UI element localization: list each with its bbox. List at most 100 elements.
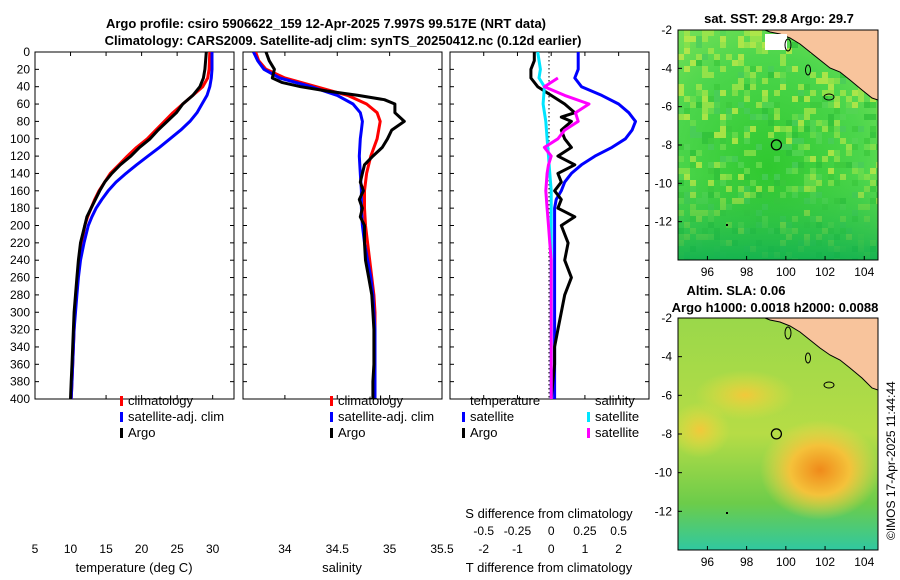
sst-pixel bbox=[762, 102, 768, 108]
legend-swatch-argo bbox=[120, 428, 123, 438]
sst-pixel bbox=[720, 120, 726, 126]
sst-pixel bbox=[702, 90, 708, 96]
map-lat-label: -2 bbox=[661, 23, 672, 37]
sst-pixel bbox=[798, 150, 804, 156]
sst-pixel bbox=[816, 78, 822, 84]
sst-pixel bbox=[714, 108, 720, 114]
sst-pixel bbox=[690, 150, 696, 156]
sst-pixel bbox=[810, 126, 816, 132]
sst-pixel bbox=[744, 42, 750, 48]
sst-pixel bbox=[756, 162, 762, 168]
sst-pixel bbox=[840, 114, 846, 120]
sst-pixel bbox=[690, 162, 696, 168]
figure-title-line2: Climatology: CARS2009. Satellite-adj cli… bbox=[105, 33, 582, 48]
sst-pixel bbox=[684, 48, 690, 54]
depth-tick-label: 20 bbox=[17, 62, 31, 76]
sst-argo-float-marker bbox=[770, 139, 783, 151]
depth-tick-label: 220 bbox=[10, 236, 30, 250]
x-tick-label: 0 bbox=[548, 524, 555, 538]
sst-pixel bbox=[744, 126, 750, 132]
sst-pixel bbox=[810, 102, 816, 108]
sst-pixel bbox=[702, 132, 708, 138]
sst-pixel bbox=[738, 54, 744, 60]
sst-pixel bbox=[702, 36, 708, 42]
legend-swatch-climatology bbox=[120, 396, 123, 406]
sst-pixel bbox=[756, 66, 762, 72]
series-line-s-argo-diff bbox=[542, 76, 591, 399]
sst-pixel bbox=[780, 72, 786, 78]
sst-pixel bbox=[828, 126, 834, 132]
sst-pixel bbox=[840, 126, 846, 132]
x-tick-label: 35 bbox=[383, 542, 397, 556]
x-tick-label: 30 bbox=[206, 542, 220, 556]
sst-pixel bbox=[822, 126, 828, 132]
sst-pixel bbox=[762, 78, 768, 84]
sla-anomaly-west bbox=[678, 402, 730, 458]
x-tick-label: 20 bbox=[135, 542, 149, 556]
sst-pixel bbox=[762, 96, 768, 102]
sst-pixel bbox=[804, 126, 810, 132]
sst-pixel bbox=[756, 144, 762, 150]
sst-pixel bbox=[792, 96, 798, 102]
sst-pixel bbox=[732, 90, 738, 96]
sst-pixel bbox=[792, 162, 798, 168]
depth-tick-label: 160 bbox=[10, 184, 30, 198]
sst-pixel bbox=[876, 162, 878, 168]
sst-pixel bbox=[798, 144, 804, 150]
sst-pixel bbox=[720, 42, 726, 48]
sst-pixel bbox=[720, 30, 726, 36]
sst-pixel bbox=[834, 96, 840, 102]
sst-pixel bbox=[852, 108, 858, 114]
sst-pixel bbox=[738, 84, 744, 90]
sst-pixel bbox=[678, 168, 684, 174]
sst-pixel bbox=[822, 78, 828, 84]
sst-pixel bbox=[870, 102, 876, 108]
sst-missing-data bbox=[765, 34, 787, 50]
x-tick-label: -1 bbox=[512, 542, 523, 556]
sst-land-sumatra bbox=[765, 30, 878, 100]
map-lat-label: -10 bbox=[655, 466, 673, 480]
sst-pixel bbox=[816, 132, 822, 138]
sst-pixel bbox=[702, 54, 708, 60]
sst-pixel bbox=[786, 138, 792, 144]
legend-title-temperature: temperature bbox=[470, 393, 540, 408]
x-tick-label: 1 bbox=[582, 542, 589, 556]
x-tick-label: -0.25 bbox=[504, 524, 532, 538]
sst-pixel bbox=[774, 156, 780, 162]
sst-pixel bbox=[792, 42, 798, 48]
sst-pixel bbox=[780, 144, 786, 150]
sst-pixel bbox=[786, 132, 792, 138]
sst-pixel bbox=[780, 54, 786, 60]
sst-pixel bbox=[696, 36, 702, 42]
sst-pixel bbox=[714, 54, 720, 60]
sst-pixel bbox=[678, 84, 684, 90]
difference-series bbox=[529, 52, 637, 399]
legend-label-s-argo: satellite bbox=[595, 425, 639, 440]
sla-anomaly-east bbox=[760, 420, 878, 520]
depth-tick-label: 40 bbox=[17, 80, 31, 94]
sst-pixel bbox=[750, 30, 756, 36]
legend-swatch-argo bbox=[330, 428, 333, 438]
sst-pixel bbox=[714, 132, 720, 138]
sst-pixel bbox=[774, 108, 780, 114]
sst-pixel bbox=[696, 132, 702, 138]
sst-pixel bbox=[726, 126, 732, 132]
series-line-t-argo-diff bbox=[529, 52, 577, 399]
sst-pixel bbox=[828, 138, 834, 144]
sst-pixel bbox=[852, 168, 858, 174]
map-lon-label: 102 bbox=[815, 555, 835, 569]
sst-pixel bbox=[720, 144, 726, 150]
sst-pixel bbox=[798, 84, 804, 90]
sst-pixel bbox=[750, 72, 756, 78]
sst-pixel bbox=[852, 162, 858, 168]
sst-pixel bbox=[744, 108, 750, 114]
x-tick-label: 5 bbox=[32, 542, 39, 556]
sst-pixel bbox=[756, 48, 762, 54]
sst-pixel bbox=[684, 144, 690, 150]
sst-pixel bbox=[720, 114, 726, 120]
sst-pixel bbox=[762, 108, 768, 114]
sst-pixel bbox=[852, 138, 858, 144]
sst-pixel bbox=[870, 132, 876, 138]
sst-pixel bbox=[726, 54, 732, 60]
